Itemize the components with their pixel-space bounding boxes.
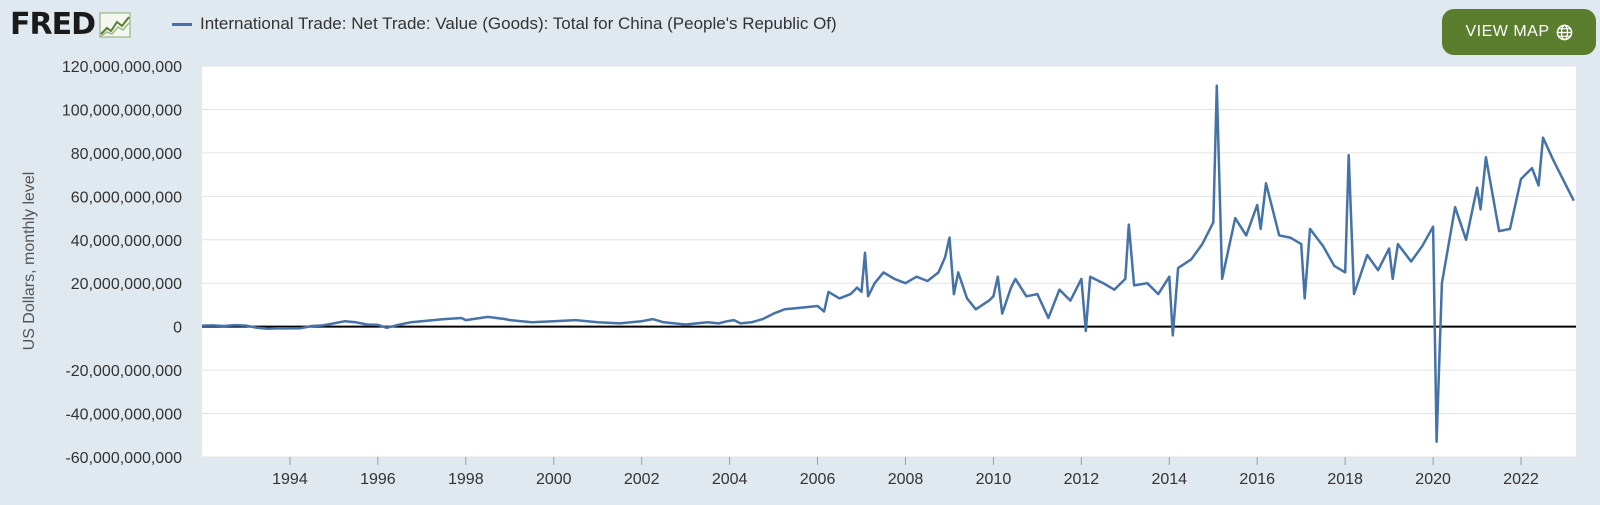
y-tick-label: 120,000,000,000 [62,59,182,76]
y-tick-label: 100,000,000,000 [62,102,182,119]
series-line[interactable] [201,84,1575,444]
x-tick-label: 1994 [272,471,308,488]
globe-icon [1556,24,1572,40]
x-tick-label: 2016 [1239,471,1275,488]
x-tick-label: 2018 [1327,471,1363,488]
view-map-label: VIEW MAP [1465,23,1550,40]
legend-series-label: International Trade: Net Trade: Value (G… [200,14,837,33]
x-tick-label: 2014 [1151,471,1187,488]
x-tick-label: 2022 [1503,471,1539,488]
chart-legend: International Trade: Net Trade: Value (G… [172,14,837,34]
y-tick-label: 0 [173,320,182,337]
y-tick-label: -20,000,000,000 [65,363,182,380]
y-axis-label: US Dollars, monthly level [21,172,38,351]
y-tick-label: 80,000,000,000 [71,146,182,163]
fred-logo-text: FRED [10,7,96,42]
x-tick-label: 2004 [712,471,748,488]
view-map-button[interactable]: VIEW MAP [1442,9,1596,55]
y-tick-label: -40,000,000,000 [65,407,182,424]
x-tick-label: 2010 [976,471,1012,488]
x-tick-label: 1996 [360,471,396,488]
y-tick-label: 40,000,000,000 [71,233,182,250]
x-tick-label: 2012 [1064,471,1100,488]
legend-series-swatch [172,22,192,26]
y-tick-label: -60,000,000,000 [65,450,182,467]
x-tick-label: 2000 [536,471,572,488]
line-graph-icon [99,12,131,38]
x-tick-label: 1998 [448,471,484,488]
plot-area [202,66,1576,457]
y-tick-label: 60,000,000,000 [71,189,182,206]
x-tick-label: 2020 [1415,471,1451,488]
fred-logo[interactable]: FRED [10,8,131,42]
x-tick-label: 2002 [624,471,660,488]
x-tick-label: 2008 [888,471,924,488]
y-tick-label: 20,000,000,000 [71,276,182,293]
x-tick-label: 2006 [800,471,836,488]
